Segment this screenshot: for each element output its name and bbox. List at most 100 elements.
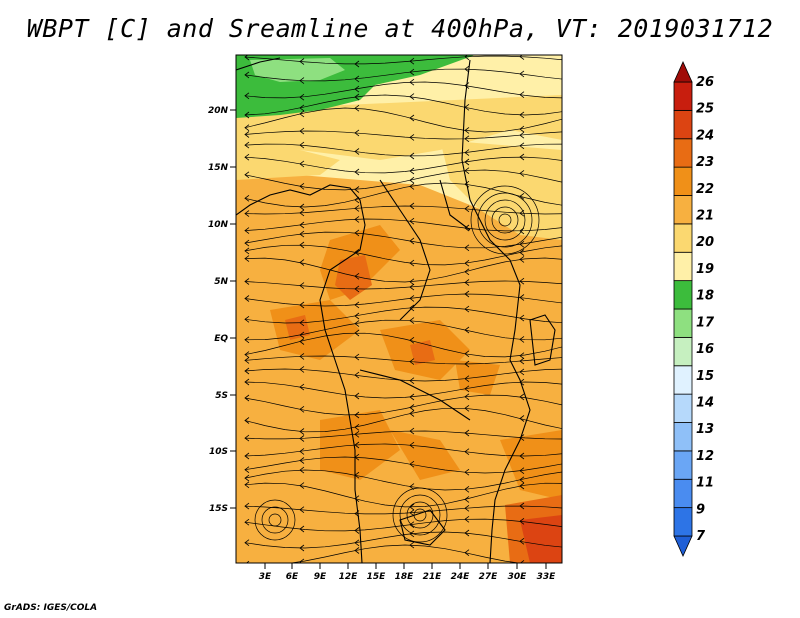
streamline-arrow [299, 93, 305, 101]
streamline [244, 430, 562, 440]
streamline-arrow [244, 394, 250, 402]
streamline-arrow [299, 182, 305, 190]
streamline [244, 482, 562, 508]
streamline-arrow [244, 518, 250, 526]
streamline [244, 368, 562, 382]
streamline-arrow [354, 216, 360, 223]
streamline [244, 505, 562, 515]
streamline-arrow [409, 283, 415, 291]
streamline-arrow [464, 65, 470, 73]
streamline-arrow [299, 457, 305, 464]
streamline-arrow [244, 295, 250, 302]
colorbar-label: 17 [696, 315, 715, 330]
streamline-arrow [464, 504, 470, 512]
streamline-arrow [354, 248, 360, 256]
colorbar-segment [673, 507, 693, 537]
streamline [244, 68, 562, 82]
streamline-arrow [464, 103, 470, 111]
streamline-arrow [519, 517, 525, 525]
streamline-arrow [409, 68, 415, 76]
streamline-arrow [354, 547, 360, 554]
streamline-arrow [299, 405, 305, 413]
streamline-arrow [519, 452, 525, 460]
streamline-arrow [244, 367, 250, 375]
streamline [244, 107, 562, 133]
colorbar-label: 26 [696, 75, 714, 90]
streamline-arrow [519, 378, 525, 386]
wbpt-region [236, 95, 562, 160]
streamline-arrow [354, 495, 360, 503]
streamline-vortex [491, 206, 519, 234]
streamline-arrow [464, 180, 470, 188]
streamline-arrow [354, 539, 360, 547]
streamline-arrow [244, 227, 250, 234]
streamline [244, 469, 562, 491]
streamline [244, 443, 562, 457]
colorbar-label: 12 [696, 449, 714, 464]
colorbar-segment [673, 223, 693, 253]
streamline-arrow [354, 60, 360, 68]
streamline-arrow [409, 304, 415, 312]
streamline [244, 81, 562, 99]
colorbar-segment [673, 336, 693, 367]
colorbar-label: 9 [696, 502, 705, 517]
lon-tick-label: 27E [479, 572, 499, 582]
streamline-arrow [464, 529, 470, 537]
coastline [359, 369, 471, 421]
longitude-axis: 3E 6E 9E 12E 15E 18E 21E 24E 27E 30E 33E [259, 563, 556, 582]
streamline-arrow [244, 55, 250, 61]
wbpt-shading [236, 55, 562, 563]
streamline-arrow [464, 268, 470, 276]
streamline-arrow [244, 239, 250, 247]
streamline-arrow [244, 194, 250, 202]
streamline-arrow [464, 448, 470, 456]
streamline-arrow [244, 141, 250, 149]
streamline-arrow [519, 336, 525, 343]
streamline-arrow [299, 104, 305, 112]
streamline [244, 244, 562, 266]
streamline-arrow [409, 521, 415, 529]
streamline-arrow [354, 453, 360, 461]
streamline-vortex [484, 199, 526, 241]
streamline [244, 332, 562, 358]
streamline-arrow [409, 259, 415, 267]
colorbar-label: 21 [696, 209, 714, 224]
streamline-arrow [244, 502, 250, 510]
lat-tick-label: 20N [208, 106, 229, 116]
streamline [244, 531, 562, 549]
streamline-arrow [354, 205, 360, 212]
colorbar-segment [673, 138, 693, 168]
streamline-arrow [299, 160, 305, 168]
streamline-arrow [244, 357, 250, 364]
streamline-arrow [409, 93, 415, 100]
streamline-arrow [464, 149, 470, 156]
streamline-arrow [519, 502, 525, 510]
streamline-arrow [409, 509, 415, 517]
streamline-arrow [409, 541, 415, 549]
lon-tick-label: 18E [395, 572, 415, 582]
streamline-arrow [354, 229, 360, 237]
streamline-arrow [519, 192, 525, 200]
streamline-arrow [299, 544, 305, 552]
streamline [244, 182, 562, 208]
streamline-arrow [299, 482, 305, 489]
streamline-arrow [244, 247, 250, 255]
streamline [244, 55, 562, 65]
streamline-arrow [244, 434, 250, 442]
streamline-arrow [464, 404, 470, 412]
streamline-arrow [244, 351, 250, 358]
streamline-arrow [354, 285, 360, 293]
colorbar-segment [673, 365, 693, 395]
lon-tick-label: 33E [537, 572, 557, 582]
streamline-arrow [244, 210, 250, 217]
streamline-arrow [409, 358, 415, 365]
streamline [244, 518, 562, 532]
coastline [529, 314, 556, 366]
colorbar-label: 11 [696, 476, 714, 491]
colorbar-segment [673, 109, 693, 140]
streamline-arrow [299, 230, 305, 238]
streamline-arrow [354, 392, 360, 400]
streamline-arrow [299, 77, 305, 84]
streamline-arrow [354, 186, 360, 193]
coastline [379, 179, 431, 321]
